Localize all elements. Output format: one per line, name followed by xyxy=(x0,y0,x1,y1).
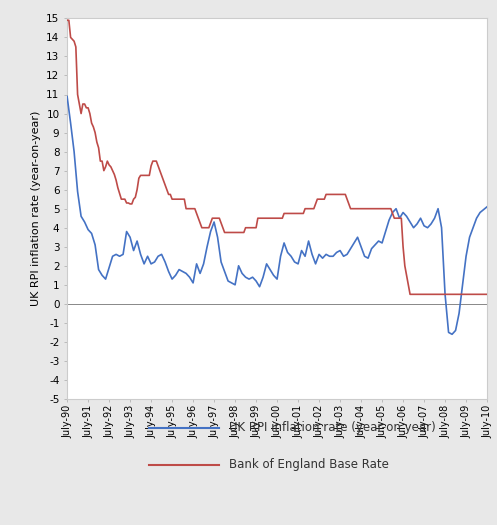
Y-axis label: UK RPI inflation rate (year-on-year): UK RPI inflation rate (year-on-year) xyxy=(31,111,41,307)
Text: UK RPI inflation rate (year-on year): UK RPI inflation rate (year-on year) xyxy=(229,422,435,434)
Text: Bank of England Base Rate: Bank of England Base Rate xyxy=(229,458,389,471)
